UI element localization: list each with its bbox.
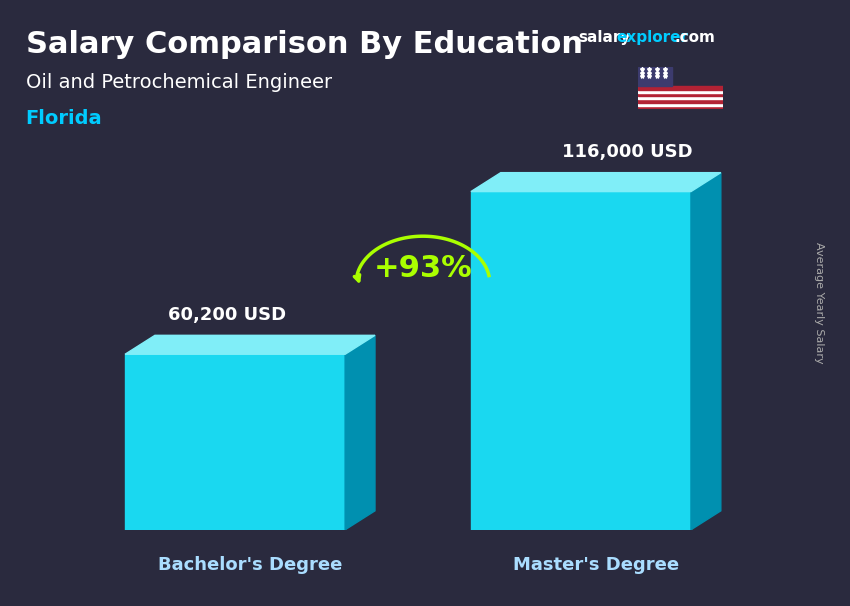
Text: 60,200 USD: 60,200 USD <box>168 305 286 324</box>
Text: explorer: explorer <box>616 30 689 45</box>
Text: Bachelor's Degree: Bachelor's Degree <box>158 556 343 574</box>
Bar <box>638 93 722 96</box>
Bar <box>638 90 722 93</box>
Polygon shape <box>638 67 672 86</box>
Text: salary: salary <box>578 30 631 45</box>
Text: Master's Degree: Master's Degree <box>513 556 679 574</box>
Text: Average Yearly Salary: Average Yearly Salary <box>814 242 824 364</box>
Bar <box>638 102 722 106</box>
Polygon shape <box>471 191 691 530</box>
Text: .com: .com <box>674 30 715 45</box>
Polygon shape <box>345 335 375 530</box>
Polygon shape <box>125 335 375 355</box>
Bar <box>638 106 722 109</box>
Bar <box>638 96 722 99</box>
Bar <box>638 99 722 102</box>
Text: Salary Comparison By Education: Salary Comparison By Education <box>26 30 582 59</box>
Text: Oil and Petrochemical Engineer: Oil and Petrochemical Engineer <box>26 73 332 92</box>
Text: +93%: +93% <box>373 255 473 284</box>
Polygon shape <box>125 355 345 530</box>
Bar <box>638 86 722 90</box>
Text: 116,000 USD: 116,000 USD <box>562 143 693 161</box>
Polygon shape <box>691 173 721 530</box>
Text: Florida: Florida <box>26 109 102 128</box>
Polygon shape <box>471 173 721 191</box>
